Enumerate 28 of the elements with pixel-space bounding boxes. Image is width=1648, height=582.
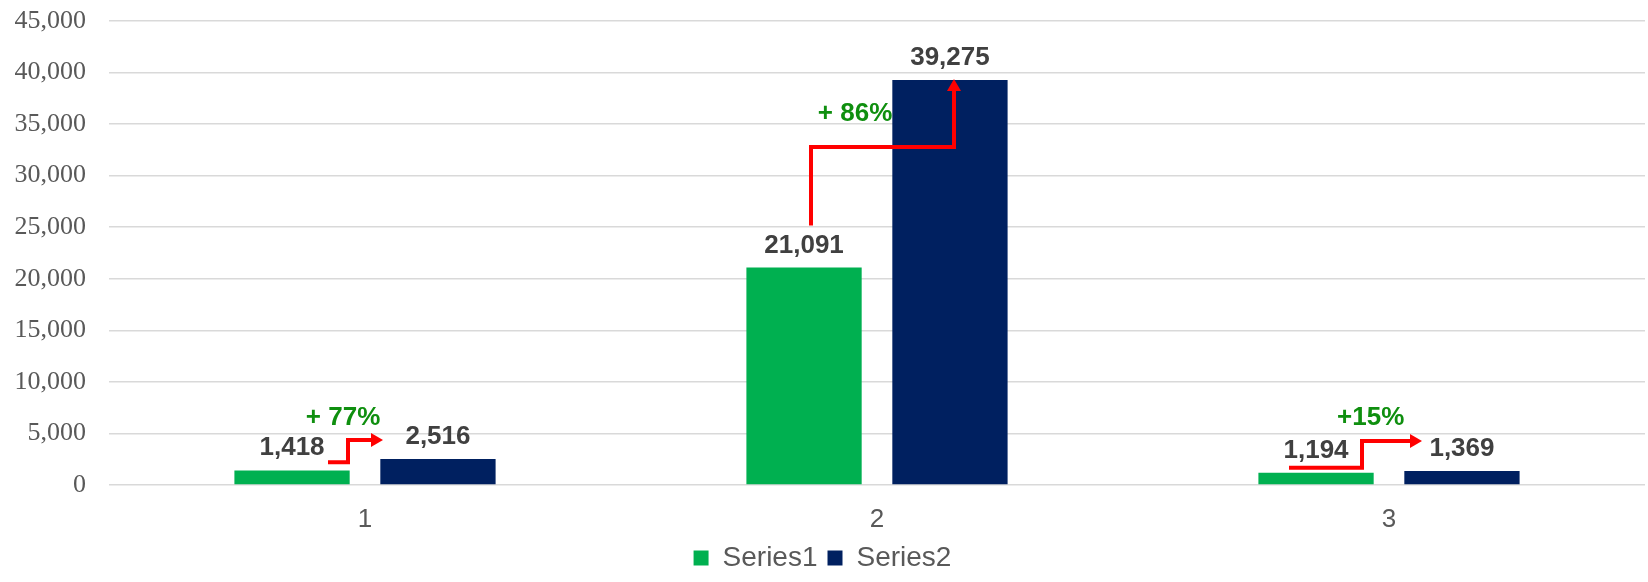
y-tick-label: 20,000 (14, 262, 86, 292)
annotation: + 86% (817, 97, 893, 128)
bar (380, 459, 496, 485)
data-label: 1,369 (1429, 431, 1495, 462)
y-tick-label: 0 (73, 468, 86, 498)
x-tick-label: 3 (1381, 502, 1397, 533)
legend-label: Series1 (722, 540, 818, 572)
x-tick-label: 2 (869, 502, 885, 533)
annotation: + 77% (305, 401, 381, 432)
bar (746, 267, 862, 485)
data-label: 1,418 (259, 431, 325, 462)
y-tick-label: 35,000 (14, 107, 86, 137)
annotation: +15% (1337, 401, 1405, 432)
y-tick-label: 10,000 (14, 365, 86, 395)
y-tick-label: 45,000 (14, 4, 86, 34)
y-tick-label: 30,000 (14, 159, 86, 189)
bar (1404, 470, 1520, 485)
y-tick-label: 40,000 (14, 56, 86, 86)
x-tick-label: 1 (357, 502, 373, 533)
data-label: 2,516 (405, 420, 471, 451)
y-tick-label: 5,000 (27, 417, 86, 447)
bar (234, 470, 350, 485)
data-label: 21,091 (764, 228, 844, 259)
y-tick-label: 15,000 (14, 314, 86, 344)
data-label: 39,275 (910, 41, 990, 72)
y-tick-label: 25,000 (14, 211, 86, 241)
legend-label: Series2 (856, 540, 952, 572)
data-label: 1,194 (1283, 433, 1350, 464)
